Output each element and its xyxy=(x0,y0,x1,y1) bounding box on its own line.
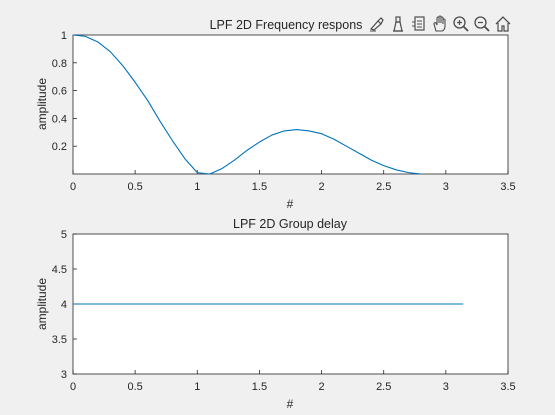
axes-group-delay[interactable]: LPF 2D Group delay # amplitude 0 0.5 1 1.5 2… xyxy=(35,217,516,411)
y-tick-label: 0.6 xyxy=(52,86,67,98)
x-axis-label: # xyxy=(287,397,294,411)
export-button[interactable] xyxy=(409,14,429,34)
x-tick-label: 0 xyxy=(70,181,76,193)
zoom-out-icon xyxy=(474,16,490,32)
x-tick-label: 1.5 xyxy=(252,181,267,193)
export-icon xyxy=(412,16,425,31)
home-icon xyxy=(495,16,511,32)
x-tick-label: 3 xyxy=(443,181,449,193)
x-tick-label: 3.5 xyxy=(500,381,515,393)
x-ticks: 0 0.5 1 1.5 2 2.5 3 3.5 xyxy=(70,370,516,393)
x-tick-label: 2.5 xyxy=(376,181,391,193)
x-tick-label: 1 xyxy=(194,181,200,193)
axes-toolbar xyxy=(367,13,513,35)
series-line xyxy=(72,34,422,175)
home-button[interactable] xyxy=(493,14,513,34)
zoom-in-icon xyxy=(453,16,469,32)
y-tick-label: 5 xyxy=(61,229,67,241)
x-tick-label: 0 xyxy=(70,381,76,393)
axes-title: LPF 2D Frequency respons xyxy=(210,18,363,32)
x-tick-label: 0.5 xyxy=(127,381,142,393)
x-tick-label: 2 xyxy=(319,381,325,393)
data-tips-icon xyxy=(393,16,403,32)
y-tick-label: 0.2 xyxy=(52,141,67,153)
data-tips-button[interactable] xyxy=(388,14,408,34)
y-ticks: 3 3.5 4 4.5 5 xyxy=(52,229,77,381)
x-tick-label: 3 xyxy=(443,381,449,393)
x-tick-label: 2.5 xyxy=(376,381,391,393)
x-tick-label: 3.5 xyxy=(500,181,515,193)
series-lines xyxy=(72,34,422,175)
y-tick-label: 1 xyxy=(61,30,67,42)
x-tick-label: 0.5 xyxy=(127,181,142,193)
y-tick-label: 3 xyxy=(61,369,67,381)
zoom-out-button[interactable] xyxy=(472,14,492,34)
x-tick-label: 1.5 xyxy=(252,381,267,393)
pan-button[interactable] xyxy=(430,14,450,34)
y-axis-label: amplitude xyxy=(35,278,49,330)
y-tick-label: 0.8 xyxy=(52,58,67,70)
x-ticks: 0 0.5 1 1.5 2 2.5 3 3.5 xyxy=(70,170,516,193)
axes-title: LPF 2D Group delay xyxy=(233,217,348,231)
brush-icon xyxy=(369,17,384,32)
y-axis-label: amplitude xyxy=(35,78,49,130)
x-tick-label: 1 xyxy=(194,381,200,393)
axes-frequency-response[interactable]: LPF 2D Frequency respons # amplitude 0 0.… xyxy=(35,18,516,211)
axes-background xyxy=(72,34,509,175)
brush-button[interactable] xyxy=(367,14,387,34)
y-tick-label: 0.4 xyxy=(52,113,67,125)
y-tick-label: 3.5 xyxy=(52,334,67,346)
x-tick-label: 2 xyxy=(319,181,325,193)
pan-hand-icon xyxy=(433,15,446,32)
x-axis-label: # xyxy=(287,197,294,211)
y-tick-label: 4 xyxy=(61,299,67,311)
zoom-in-button[interactable] xyxy=(451,14,471,34)
y-tick-label: 4.5 xyxy=(52,264,67,276)
